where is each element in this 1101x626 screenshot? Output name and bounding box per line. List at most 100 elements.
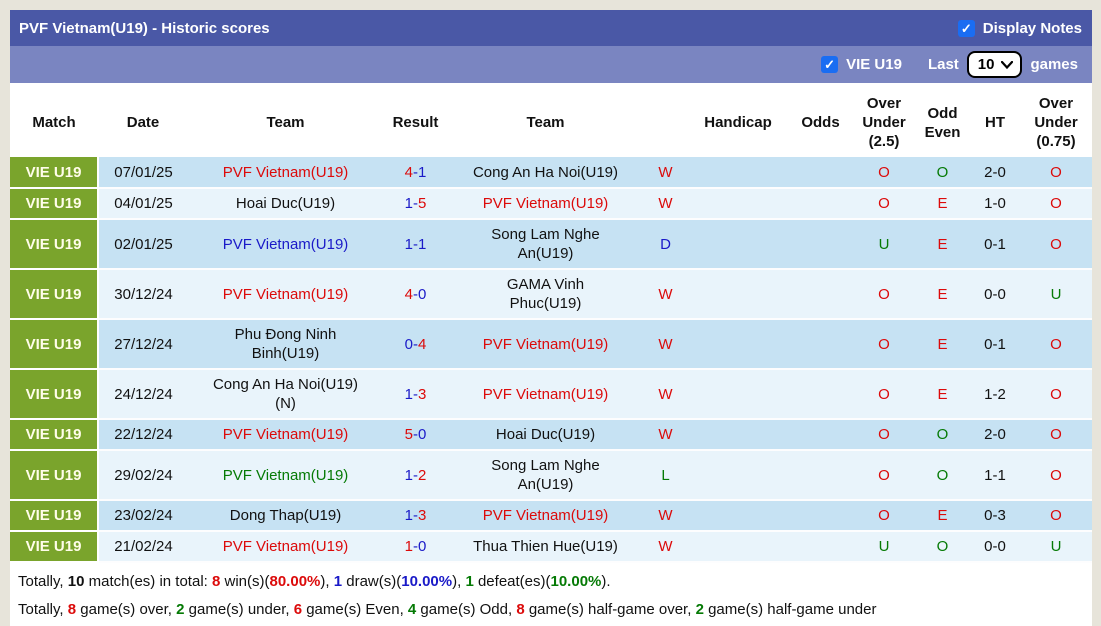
result-letter: W [643,500,688,532]
summary-segment: ), [452,573,466,590]
away-team-name: PVF Vietnam(U19) [482,507,609,524]
away-team: GAMA Vinh Phuc(U19) [448,269,643,320]
over-under-25-letter: O [878,507,890,524]
summary-segment: game(s) Even, [302,601,408,618]
away-score: 3 [418,507,427,524]
score-dash: - [413,538,418,555]
away-team: Song Lam Nghe An(U19) [448,450,643,501]
match-result: 0-4 [383,319,448,370]
summary-segment: 10 [67,573,85,590]
match-badge: VIE U19 [10,219,99,270]
ht-score: 0-3 [970,500,1020,532]
over-under-075-value: U [1020,269,1092,320]
summary-segment: 80.00% [269,573,321,590]
column-header-oddeven: Odd Even [915,88,970,157]
home-team-name: PVF Vietnam(U19) [222,426,349,443]
home-team: PVF Vietnam(U19) [188,219,383,270]
result-letter: W [643,157,688,189]
odd-even-value: E [915,269,970,320]
match-date: 21/02/24 [98,531,188,563]
result-letter: L [643,450,688,501]
over-under-25-letter: U [878,538,890,555]
home-score: 5 [404,426,413,443]
home-score: 4 [404,163,413,181]
odds-value [788,419,853,451]
summary-segment: 8 [516,601,525,618]
games-count-select[interactable]: 10 [966,51,1023,78]
over-under-075-letter: O [1050,426,1062,443]
away-team: PVF Vietnam(U19) [448,188,643,220]
away-score: 1 [418,235,427,253]
away-team: Thua Thien Hue(U19) [448,531,643,563]
away-team: PVF Vietnam(U19) [448,500,643,532]
team-filter-checkbox[interactable]: ✓ [821,56,839,73]
handicap-value [688,157,788,189]
column-header-ht: HT [970,88,1020,157]
home-score: 1 [404,385,413,403]
summary-segment: 8 [67,601,77,618]
handicap-value [688,450,788,501]
table-row: VIE U19 02/01/25 PVF Vietnam(U19) 1-1 Song L… [10,219,1092,270]
table-row: VIE U19 04/01/25 Hoai Duc(U19) 1-5 PVF Vietn… [10,188,1092,220]
home-team: PVF Vietnam(U19) [188,531,383,563]
summary-footer: Totally, 10 match(es) in total: 8 win(s)… [10,563,1092,626]
summary-segment: 6 [293,601,303,618]
odd-even-letter: O [936,426,949,443]
home-team: PVF Vietnam(U19) [188,450,383,501]
column-header-handicap: Handicap [688,88,788,157]
home-team-name: PVF Vietnam(U19) [222,285,349,303]
match-result: 1-5 [383,188,448,220]
summary-segment: ), [320,573,334,590]
match-badge: VIE U19 [10,419,99,451]
match-result: 1-3 [383,369,448,420]
summary-segment: game(s) half-game over, [524,601,696,618]
over-under-075-letter: O [1050,385,1062,403]
odds-value [788,369,853,420]
over-under-075-letter: U [1050,538,1062,555]
result-letter: D [643,219,688,270]
match-badge: VIE U19 [10,531,99,563]
table-row: VIE U19 23/02/24 Dong Thap(U19) 1-3 PVF Viet… [10,500,1092,532]
summary-segment: 10.00% [550,573,602,590]
over-under-075-value: O [1020,219,1092,270]
over-under-25-letter: O [878,335,890,353]
column-header-home: Team [188,88,383,157]
over-under-25-letter: O [878,163,890,181]
last-label: Last [927,56,959,73]
away-team: Hoai Duc(U19) [448,419,643,451]
summary-segment: win(s)( [220,573,270,590]
table-row: VIE U19 24/12/24 Cong An Ha Noi(U19) (N) 1-… [10,369,1092,420]
summary-segment: game(s) half-game under [703,601,877,618]
odd-even-value: O [915,157,970,189]
odd-even-value: E [915,500,970,532]
filter-bar: ✓ VIE U19 Last 10 games [10,46,1092,83]
ht-score: 1-0 [970,188,1020,220]
column-header-ou075: Over Under (0.75) [1020,88,1092,157]
away-team: PVF Vietnam(U19) [448,369,643,420]
over-under-075-value: U [1020,531,1092,563]
result-letter: W [643,319,688,370]
home-team: Phu Đong Ninh Binh(U19) [188,319,383,370]
odds-value [788,157,853,189]
result-letter: W [643,531,688,563]
match-date: 29/02/24 [98,450,188,501]
match-date: 02/01/25 [98,219,188,270]
away-team-name: Cong An Ha Noi(U19) [472,163,619,181]
display-notes-checkbox[interactable]: ✓ [957,19,975,37]
summary-segment: ). [601,573,611,590]
score-dash: - [413,426,418,443]
summary-segment: 4 [407,601,417,618]
column-header-odds: Odds [788,88,853,157]
score-dash: - [413,385,418,403]
score-dash: - [413,285,418,303]
odds-value [788,319,853,370]
summary-segment: match(es) in total: [84,573,212,590]
ht-score: 0-0 [970,531,1020,563]
summary-segment: Totally, [18,573,68,590]
score-dash: - [413,335,418,353]
summary-segment: Totally, [18,601,68,618]
match-date: 27/12/24 [98,319,188,370]
odd-even-letter: O [936,163,949,181]
home-team: Hoai Duc(U19) [188,188,383,220]
column-header-wdl [643,88,688,157]
